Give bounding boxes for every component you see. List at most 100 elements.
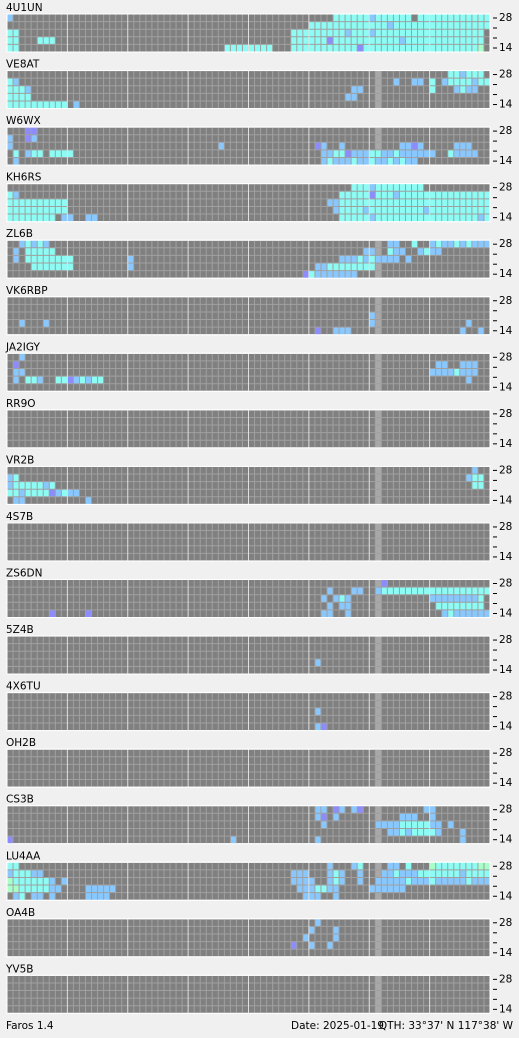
cell-lines — [7, 862, 490, 901]
signal-cell — [357, 198, 364, 207]
signal-cell — [61, 214, 68, 222]
dim-cell — [375, 142, 382, 150]
signal-cell — [43, 100, 50, 109]
signal-cell — [326, 869, 334, 878]
signal-cell — [333, 594, 340, 603]
scale-bottom: 14 — [499, 212, 513, 224]
signal-cell — [61, 263, 68, 271]
signal-cell — [37, 869, 44, 878]
signal-cell — [435, 36, 442, 45]
signal-cell — [19, 368, 26, 377]
signal-cell — [429, 198, 436, 207]
signal-cell — [447, 877, 454, 886]
signal-cell — [351, 805, 358, 814]
signal-cell — [25, 206, 32, 215]
signal-cell — [351, 214, 358, 222]
signal-cell — [459, 142, 466, 150]
signal-cell — [31, 240, 38, 248]
dim-cell — [375, 432, 382, 441]
signal-cell — [435, 214, 442, 222]
signal-cell — [417, 828, 424, 837]
section-lines — [66, 862, 431, 901]
signal-cell — [465, 214, 472, 222]
signal-cell — [308, 29, 315, 37]
signal-cell — [127, 263, 134, 271]
signal-cell — [471, 149, 478, 158]
signal-cell — [7, 36, 14, 45]
scale-bottom: 14 — [499, 381, 513, 393]
signal-cell — [49, 489, 56, 497]
signal-cell — [290, 941, 297, 950]
signal-cell — [405, 255, 412, 263]
scale-bottom: 14 — [499, 947, 513, 959]
signal-cell — [441, 862, 448, 870]
signal-cell — [7, 93, 14, 101]
signal-cell — [326, 157, 334, 166]
dim-cell — [375, 440, 382, 448]
signal-cell — [290, 869, 297, 878]
signal-cell — [387, 14, 394, 22]
signal-cell — [61, 376, 68, 384]
signal-cell — [302, 892, 309, 901]
signal-cell — [308, 926, 315, 934]
signal-cell — [25, 240, 32, 248]
signal-cell — [429, 206, 436, 215]
signal-cell — [19, 869, 26, 878]
signal-cell — [351, 85, 358, 94]
signal-cell — [453, 191, 460, 199]
signal-cell — [339, 214, 346, 222]
grid-border — [6, 183, 491, 223]
dim-cell — [375, 934, 382, 942]
signal-cell — [441, 206, 448, 215]
signal-cell — [13, 360, 20, 369]
signal-cell — [471, 214, 478, 222]
signal-cell — [49, 481, 56, 490]
signal-cell — [43, 240, 50, 248]
signal-cell — [73, 100, 80, 109]
signal-cell — [369, 36, 376, 45]
signal-cell — [49, 885, 56, 893]
signal-cell — [339, 36, 346, 45]
signal-cell — [260, 44, 267, 52]
signal-cell — [417, 198, 424, 207]
dim-cell — [375, 70, 382, 79]
signal-cell — [477, 609, 484, 618]
signal-cell — [345, 327, 352, 335]
scale-top: 28 — [499, 634, 512, 646]
scale-top: 28 — [499, 12, 512, 24]
signal-cell — [465, 44, 472, 52]
signal-cell — [387, 862, 394, 870]
signal-cell — [465, 862, 472, 870]
signal-cell — [13, 29, 20, 37]
signal-cell — [411, 142, 418, 150]
signal-cell — [320, 813, 327, 821]
signal-cell — [381, 183, 388, 192]
signal-cell — [55, 198, 62, 207]
signal-cell — [477, 206, 484, 215]
signal-cell — [375, 149, 382, 158]
signal-cell — [423, 828, 430, 837]
cell-lines — [7, 183, 490, 222]
signal-cell — [357, 869, 364, 878]
signal-cell — [405, 214, 412, 222]
signal-cell — [429, 813, 436, 821]
signal-cell — [417, 587, 424, 595]
signal-cell — [441, 191, 448, 199]
signal-cell — [31, 134, 38, 143]
signal-cell — [67, 149, 74, 158]
scale-top: 28 — [499, 464, 512, 476]
signal-cell — [31, 877, 38, 886]
signal-cell — [31, 489, 38, 497]
signal-cell — [61, 255, 68, 263]
signal-cell — [453, 198, 460, 207]
signal-cell — [399, 157, 406, 166]
section-lines — [66, 692, 431, 731]
signal-cell — [381, 149, 388, 158]
signal-cell — [405, 191, 412, 199]
scale-top: 28 — [499, 521, 512, 533]
dim-cell — [375, 466, 382, 474]
signal-cell — [483, 240, 490, 248]
dim-cell — [375, 805, 382, 814]
signal-cell — [441, 78, 448, 86]
signal-cell — [25, 481, 32, 490]
